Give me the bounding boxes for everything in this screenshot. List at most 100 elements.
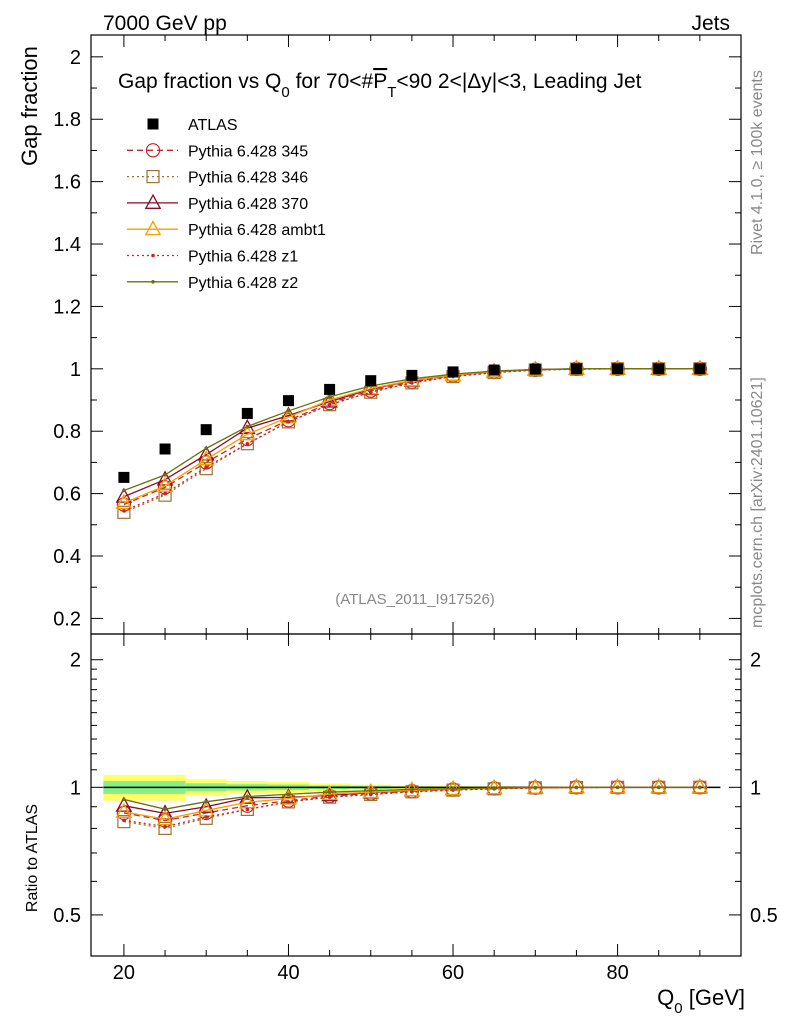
main-line-z1 xyxy=(123,368,700,512)
x-tick-label: 40 xyxy=(277,962,299,984)
title-mid: for 70<# xyxy=(290,70,374,93)
main-point-z1 xyxy=(204,465,208,469)
ratio-point-ambt1 xyxy=(527,778,544,794)
main-y-tick-label: 0.6 xyxy=(53,484,81,506)
ratio-point-z2 xyxy=(327,790,332,794)
main-point-ambt1 xyxy=(239,425,256,441)
legend-label: Pythia 6.428 345 xyxy=(188,143,308,160)
legend-marker xyxy=(145,143,161,158)
legend-item-p370: Pythia 6.428 370 xyxy=(127,193,308,213)
ratio-point-ambt1 xyxy=(691,778,709,794)
main-point-p346 xyxy=(158,488,172,502)
legend-item-p346: Pythia 6.428 346 xyxy=(127,170,308,187)
ratio-z2 xyxy=(122,785,702,811)
x-axis-title: Q0 [GeV] xyxy=(657,985,745,1017)
ratio-point-ambt1 xyxy=(280,789,297,805)
main-point-z1 xyxy=(245,441,250,446)
main-y-tick-label: 2 xyxy=(70,47,81,69)
xlabel-main: Q xyxy=(657,985,674,1010)
ratio-point-z1 xyxy=(122,818,126,823)
main-point-p370 xyxy=(321,392,338,408)
main-y-tick-label: 1 xyxy=(70,359,81,381)
header-left: 7000 GeV pp xyxy=(103,12,227,35)
main-point-z2 xyxy=(327,395,332,399)
ratio-y-tick-label-right: 2 xyxy=(750,650,761,672)
main-point-z2 xyxy=(122,488,126,493)
main-point-p370 xyxy=(239,418,256,435)
atlas-data-point xyxy=(365,375,377,387)
ratio-ylabel: Ratio to ATLAS xyxy=(24,804,41,912)
main-point-p346 xyxy=(117,505,131,519)
ratio-point-z1 xyxy=(204,815,208,819)
main-y-tick-label: 0.8 xyxy=(53,421,81,443)
ratio-y-tick-label: 1 xyxy=(70,777,81,799)
atlas-data-point xyxy=(241,407,253,419)
legend-label: Pythia 6.428 z2 xyxy=(188,275,298,292)
ratio-point-p370 xyxy=(115,796,133,812)
main-y-tick-label: 1.6 xyxy=(53,172,81,194)
xlabel-unit: [GeV] xyxy=(683,985,745,1010)
title-pt-letter: P xyxy=(373,70,387,93)
rivet-label: Rivet 4.1.0, ≥ 100k events xyxy=(749,70,766,255)
main-point-p346 xyxy=(199,462,213,476)
title-suffix: <90 2<|Δy|<3, Leading Jet xyxy=(396,70,641,93)
legend-label: Pythia 6.428 370 xyxy=(188,196,308,213)
main-point-z1 xyxy=(410,381,414,385)
ratio-y-tick-label-right: 1 xyxy=(750,777,761,799)
ratio-point-ambt1 xyxy=(485,779,503,795)
main-point-z1 xyxy=(163,491,167,496)
atlas-data-point xyxy=(159,443,171,455)
ratio-point-z2 xyxy=(574,785,579,790)
ratio-point-ambt1 xyxy=(609,778,626,794)
ratio-point-z2 xyxy=(698,785,702,790)
legend-label: Pythia 6.428 346 xyxy=(188,170,308,187)
ratio-y-tick-label: 2 xyxy=(70,650,81,672)
ratio-point-z2 xyxy=(204,799,208,804)
main-point-z2 xyxy=(286,409,291,413)
atlas-data-point xyxy=(406,369,418,381)
legend-label: ATLAS xyxy=(188,117,238,134)
legend-marker xyxy=(146,170,160,184)
xlabel-subscript: 0 xyxy=(674,1000,682,1017)
main-point-z1 xyxy=(368,390,373,395)
legend-marker xyxy=(151,253,155,258)
main-y-tick-label: 1.4 xyxy=(53,234,81,256)
ratio-point-z1 xyxy=(286,800,291,804)
main-y-tick-label: 1.2 xyxy=(53,296,81,318)
legend: ATLAS Pythia 6.428 345 Pythia 6.428 346 Pyt… xyxy=(127,117,326,292)
legend-marker xyxy=(147,118,159,130)
main-point-z2 xyxy=(204,446,208,451)
ratio-point-p370 xyxy=(197,797,215,813)
x-tick-label: 20 xyxy=(113,962,135,984)
atlas-data-point xyxy=(529,363,541,375)
ratio-point-z2 xyxy=(122,797,126,802)
legend-item-z1: Pythia 6.428 z1 xyxy=(127,249,298,266)
atlas-data-point xyxy=(282,395,294,407)
ratio-point-z2 xyxy=(656,785,661,790)
ratio-y-tick-label-right: 0.5 xyxy=(750,905,778,927)
ratio-point-z2 xyxy=(451,786,455,791)
main-point-ambt1 xyxy=(197,450,215,466)
main-point-z1 xyxy=(286,420,291,424)
atlas-data-point xyxy=(570,363,582,375)
main-point-p346 xyxy=(240,437,254,451)
title-q-subscript: 0 xyxy=(281,84,289,101)
main-point-z1 xyxy=(122,508,126,513)
ratio-point-z2 xyxy=(492,786,496,790)
ratio-panel-frame xyxy=(90,633,742,957)
ratio-point-z2 xyxy=(615,785,620,790)
ratio-point-z2 xyxy=(368,788,373,793)
ratio-y-tick-label: 0.5 xyxy=(53,905,81,927)
x-tick-label: 60 xyxy=(442,962,464,984)
legend-marker xyxy=(144,220,162,236)
main-point-z2 xyxy=(245,424,250,429)
ratio-point-z1 xyxy=(163,824,167,829)
ratio-point-z2 xyxy=(245,794,250,799)
atlas-data-point xyxy=(488,364,500,376)
ratio-point-ambt1 xyxy=(650,778,668,794)
atlas-data-point xyxy=(612,363,624,375)
legend-item-ambt1: Pythia 6.428 ambt1 xyxy=(127,220,326,239)
atlas-data xyxy=(118,363,706,483)
main-point-z1 xyxy=(327,402,332,407)
main-point-ambt1 xyxy=(156,476,174,492)
